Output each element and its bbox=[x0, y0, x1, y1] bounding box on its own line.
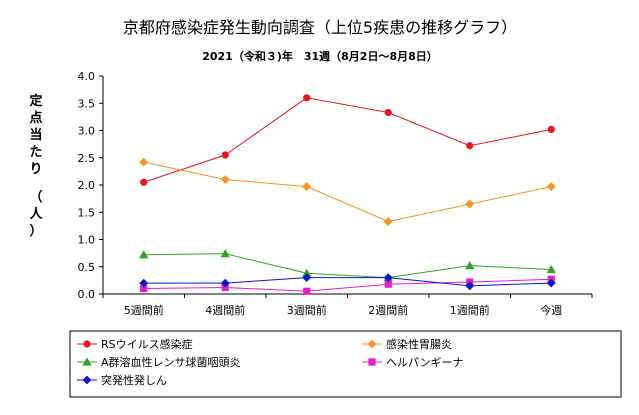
y-tick-label: 2.5 bbox=[78, 152, 96, 165]
y-tick-label: 2.0 bbox=[78, 179, 96, 192]
y-tick-label: 3.0 bbox=[78, 125, 96, 138]
series-3 bbox=[139, 249, 556, 282]
legend-item: RSウイルス感染症 bbox=[77, 337, 193, 351]
series-line bbox=[143, 277, 552, 287]
y-tick-label: 3.5 bbox=[78, 97, 96, 110]
x-tick-label: 5週間前 bbox=[124, 303, 164, 317]
series-2 bbox=[139, 157, 556, 226]
data-point bbox=[302, 182, 312, 192]
y-axis-label-char: 点 bbox=[29, 110, 42, 126]
data-point bbox=[384, 280, 392, 288]
legend-marker bbox=[83, 340, 91, 348]
y-axis-label-char: た bbox=[29, 145, 42, 160]
y-axis-label-char: ） bbox=[29, 223, 42, 239]
data-point bbox=[465, 281, 475, 291]
data-point bbox=[139, 278, 149, 288]
y-axis-label-char: 定 bbox=[28, 93, 42, 109]
data-point bbox=[220, 175, 230, 184]
legend-marker bbox=[368, 358, 376, 366]
data-point bbox=[546, 182, 556, 192]
legend-box bbox=[69, 330, 622, 398]
data-point bbox=[303, 94, 311, 102]
legend-label: 突発性発しん bbox=[101, 373, 167, 387]
x-tick-label: 3週間前 bbox=[287, 303, 327, 317]
data-point bbox=[139, 157, 149, 167]
data-point bbox=[546, 278, 556, 288]
axes: 0.0 0.5 1.0 1.5 2.0 2.5 3.0 3.5 4.0 5週間前 4週間前 3週間前 2… bbox=[78, 70, 593, 317]
y-tick-label: 0.0 bbox=[78, 288, 96, 301]
y-tick-label: 1.5 bbox=[78, 206, 96, 219]
legend-label: A群溶血性レンサ球菌咽頭炎 bbox=[101, 355, 241, 369]
data-point bbox=[383, 273, 393, 283]
data-point bbox=[546, 264, 556, 274]
y-axis-label-char: 当 bbox=[29, 127, 42, 143]
series-line bbox=[143, 278, 552, 292]
data-point bbox=[221, 151, 229, 159]
legend-label: 感染性胃腸炎 bbox=[386, 337, 452, 351]
y-axis-label-char: 人 bbox=[29, 206, 43, 222]
legend-item: 感染性胃腸炎 bbox=[362, 337, 452, 351]
y-tick-label: 1.0 bbox=[78, 234, 96, 247]
x-tick-label: 1週間前 bbox=[450, 303, 490, 317]
data-point bbox=[383, 217, 393, 226]
data-point bbox=[303, 287, 311, 295]
data-point bbox=[302, 268, 312, 277]
legend-item: A群溶血性レンサ球菌咽頭炎 bbox=[77, 355, 241, 369]
data-point bbox=[465, 261, 475, 270]
data-point bbox=[220, 249, 230, 258]
series-1 bbox=[140, 94, 555, 186]
y-tick-label: 4.0 bbox=[78, 70, 96, 83]
legend-marker bbox=[82, 357, 92, 366]
data-point bbox=[466, 142, 474, 150]
y-tick-label: 0.5 bbox=[78, 261, 96, 274]
legend-label: RSウイルス感染症 bbox=[101, 337, 193, 351]
legend-label: ヘルパンギーナ bbox=[386, 356, 464, 369]
legend-marker bbox=[82, 375, 92, 385]
data-point bbox=[547, 125, 555, 134]
data-point bbox=[220, 278, 230, 288]
series-line bbox=[143, 97, 552, 183]
y-axis-label-char: （ bbox=[29, 189, 42, 205]
y-axis-label-char: り bbox=[29, 162, 42, 177]
data-point bbox=[384, 108, 392, 117]
series-line bbox=[143, 253, 552, 279]
legend-item: 突発性発しん bbox=[77, 373, 167, 387]
legend-item: ヘルパンギーナ bbox=[362, 356, 464, 369]
data-point bbox=[465, 199, 475, 209]
data-point bbox=[140, 178, 148, 186]
chart-title: 京都府感染症発生動向調査（上位5疾患の推移グラフ） bbox=[123, 18, 517, 37]
series-5 bbox=[139, 273, 556, 291]
series-line bbox=[143, 161, 552, 223]
x-tick-label: 2週間前 bbox=[368, 303, 408, 317]
legend-marker bbox=[367, 339, 377, 349]
chart-subtitle: 2021（令和３)年 31週（8月2日～8月8日） bbox=[202, 49, 438, 63]
legend: RSウイルス感染症 感染性胃腸炎 A群溶血性レンサ球菌咽頭炎 ヘルパンギーナ突発性発し… bbox=[69, 330, 622, 398]
data-point bbox=[140, 284, 148, 293]
data-point bbox=[302, 273, 312, 283]
x-tick-label: 4週間前 bbox=[205, 303, 245, 317]
data-point bbox=[139, 250, 149, 259]
series-layer bbox=[139, 94, 556, 295]
x-tick-label: 今週 bbox=[540, 303, 562, 317]
